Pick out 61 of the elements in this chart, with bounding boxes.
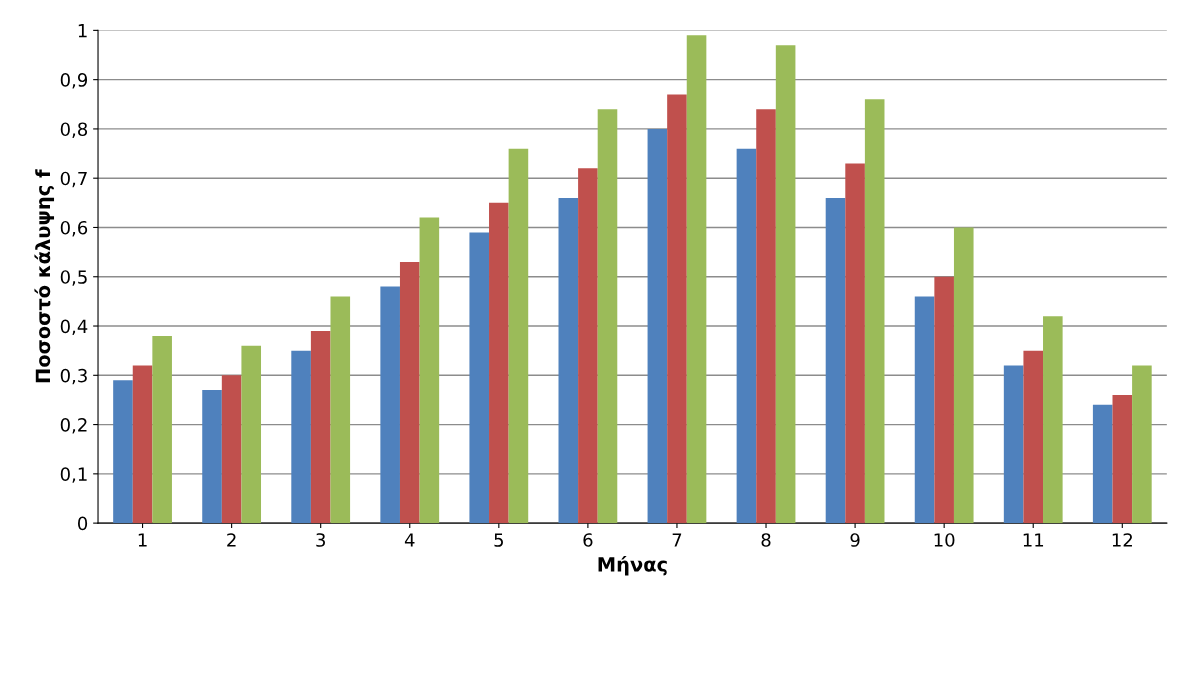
x-axis-title: Μήνας [598, 555, 667, 576]
y-tick-label: 0,6 [60, 220, 88, 237]
bar [756, 109, 776, 524]
bar [845, 163, 865, 524]
x-tick-label: 12 [1112, 533, 1132, 547]
y-tick-label: 0,4 [60, 319, 88, 335]
y-tick-label: 0 [78, 516, 88, 531]
x-tick-label: 10 [934, 533, 955, 547]
y-tick-label: 0,3 [60, 368, 87, 385]
bar [775, 45, 796, 524]
bar [1092, 404, 1113, 524]
x-tick-label: 2 [227, 533, 236, 547]
bar [310, 330, 331, 524]
bar [241, 345, 262, 524]
x-tick-label: 3 [316, 533, 325, 547]
bar [419, 217, 440, 524]
bar [1023, 350, 1044, 524]
bar [508, 148, 529, 524]
x-tick-label: 4 [404, 533, 415, 547]
y-axis-title: Ποσοστό κάλυψης f [34, 169, 55, 383]
bar [469, 232, 490, 524]
bar [597, 109, 618, 524]
bar [152, 335, 172, 524]
x-tick-label: 5 [494, 533, 503, 547]
bar [132, 365, 153, 524]
y-tick-label: 1 [78, 24, 87, 38]
bar [686, 35, 707, 524]
bar [647, 128, 668, 524]
bar [1132, 365, 1152, 524]
bar [578, 168, 598, 524]
bar [221, 375, 242, 524]
x-tick-label: 1 [138, 533, 147, 547]
bar [113, 380, 133, 524]
bar [291, 350, 311, 524]
y-tick-label: 0,9 [60, 73, 88, 89]
bar [1003, 365, 1024, 524]
y-tick-label: 0,8 [60, 122, 88, 138]
bar [399, 261, 420, 524]
bar [1112, 395, 1133, 524]
bar [864, 99, 885, 524]
bar [736, 148, 757, 524]
bar [825, 197, 846, 524]
x-tick-label: 9 [850, 533, 860, 547]
bar [667, 94, 687, 524]
bar [558, 197, 579, 524]
bar [953, 227, 974, 524]
y-tick-label: 0,7 [60, 171, 87, 188]
y-tick-label: 0,1 [60, 467, 87, 483]
x-tick-label: 11 [1023, 533, 1044, 547]
bar [934, 276, 954, 524]
y-tick-label: 0,5 [60, 270, 87, 286]
bar [1043, 316, 1063, 524]
bar [330, 296, 351, 524]
x-tick-label: 7 [672, 533, 682, 547]
bar [202, 390, 222, 524]
x-tick-label: 8 [761, 533, 771, 547]
x-tick-label: 6 [583, 533, 593, 547]
y-tick-label: 0,2 [60, 418, 87, 434]
bar [489, 202, 509, 524]
bar [380, 286, 400, 524]
bar [914, 296, 935, 524]
